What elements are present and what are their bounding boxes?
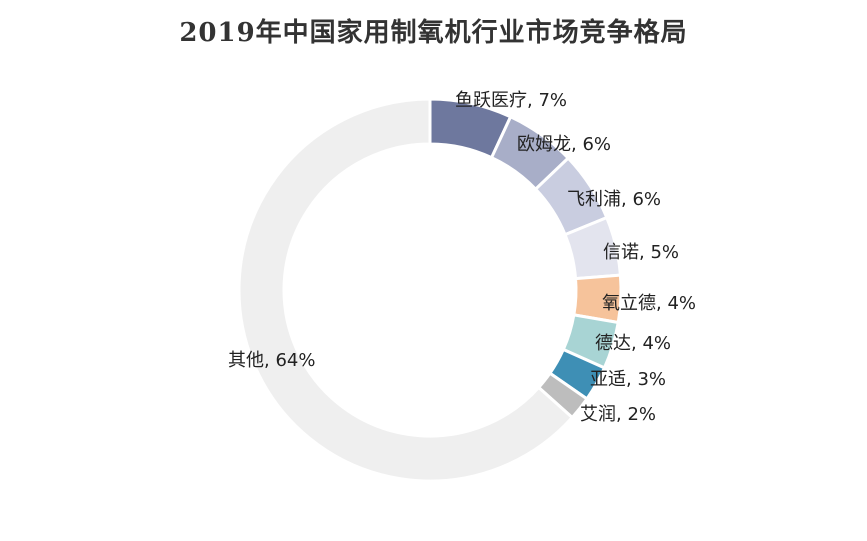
slice-label: 亚适, 3% [590,369,666,390]
slice-label: 德达, 4% [595,333,671,354]
slice-label: 氧立德, 4% [602,293,696,314]
slice-label: 其他, 64% [228,350,315,371]
slice-label: 信诺, 5% [603,242,679,263]
slice-label: 艾润, 2% [580,404,656,425]
slice-label: 飞利浦, 6% [567,189,661,210]
chart-title: 2019年中国家用制氧机行业市场竞争格局 [179,18,688,48]
slice-label: 鱼跃医疗, 7% [455,90,567,111]
donut-slice [237,97,575,483]
slice-label: 欧姆龙, 6% [517,134,611,155]
